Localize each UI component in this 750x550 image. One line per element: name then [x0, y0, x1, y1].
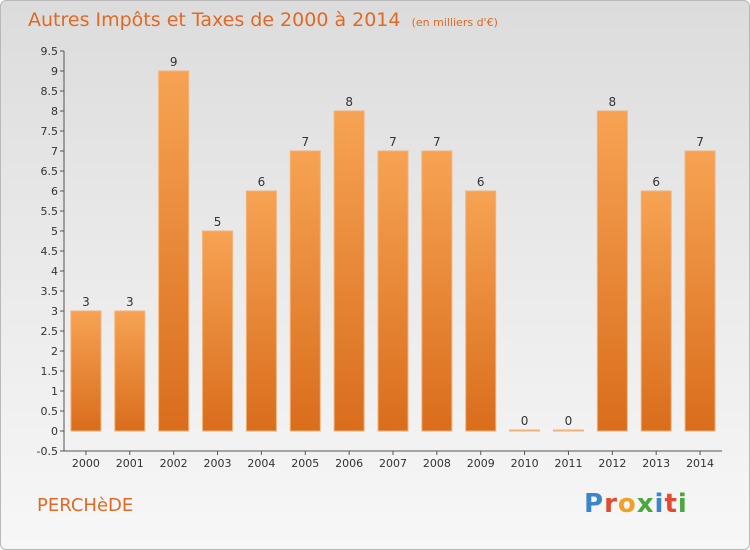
bar-2014: [684, 150, 716, 432]
title-text: Autres Impôts et Taxes de 2000 à 2014: [28, 9, 401, 31]
bar-value-label: 6: [477, 175, 485, 189]
bar-value-label: 7: [696, 135, 704, 149]
y-tick-label: 3.5: [41, 285, 59, 298]
x-tick-label: 2014: [686, 457, 714, 470]
bar-2002: [158, 70, 190, 432]
bar-value-label: 0: [521, 414, 529, 428]
logo-letter: o: [617, 489, 637, 519]
bar-value-label: 7: [433, 135, 441, 149]
chart-labels: 3 3 9 5 6 7 8 7 7 6 0 0 8 6 7: [82, 55, 704, 428]
bar-value-label: 6: [258, 175, 266, 189]
x-tick-label: 2003: [204, 457, 232, 470]
y-tick-label: 6: [51, 185, 58, 198]
bar-value-label: 7: [389, 135, 397, 149]
x-tick-label: 2006: [335, 457, 363, 470]
bar-2000: [70, 310, 102, 432]
logo-letter: P: [584, 489, 605, 519]
logo-letter: i: [677, 489, 688, 519]
bar-value-label: 8: [609, 95, 617, 109]
bar-2013: [640, 190, 672, 432]
bar-2008: [421, 150, 453, 432]
x-tick-label: 2002: [160, 457, 188, 470]
y-tick-label: 1.5: [41, 365, 59, 378]
bar-value-label: 6: [652, 175, 660, 189]
y-tick-label: 8.5: [41, 85, 59, 98]
y-tick-label: 4: [51, 265, 58, 278]
bar-value-label: 7: [301, 135, 309, 149]
bar-2007: [377, 150, 409, 432]
bar-2011: [552, 429, 584, 432]
bar-value-label: 3: [126, 295, 134, 309]
bar-2006: [333, 110, 365, 432]
y-tick-label: 2: [51, 345, 58, 358]
y-tick-label: 3: [51, 305, 58, 318]
x-tick-label: 2008: [423, 457, 451, 470]
bar-value-label: 3: [82, 295, 90, 309]
y-tick-label: 6.5: [41, 165, 59, 178]
y-tick-label: 8: [51, 105, 58, 118]
y-tick-label: 7: [51, 145, 58, 158]
logo-letter: x: [636, 489, 655, 519]
y-tick-label: 4.5: [41, 245, 59, 258]
x-tick-label: 2009: [467, 457, 495, 470]
y-tick-label: 7.5: [41, 125, 59, 138]
x-tick-label: 2007: [379, 457, 407, 470]
bar-value-label: 5: [214, 215, 222, 229]
bar-2012: [596, 110, 628, 432]
x-tick-label: 2012: [598, 457, 626, 470]
y-tick-label: 5.5: [41, 205, 59, 218]
logo-letter: i: [654, 489, 665, 519]
x-tick-label: 2005: [291, 457, 319, 470]
unit-text: (en milliers d'€): [411, 16, 498, 29]
y-tick-label: 9.5: [41, 45, 59, 58]
logo-letter: t: [664, 489, 678, 519]
x-tick-label: 2010: [511, 457, 539, 470]
y-tick-label: 0: [51, 425, 58, 438]
bar-2003: [202, 230, 234, 432]
y-tick-label: 1: [51, 385, 58, 398]
y-tick-label: -0.5: [37, 445, 58, 458]
bar-2009: [465, 190, 497, 432]
x-tick-label: 2000: [72, 457, 100, 470]
bar-2010: [509, 429, 541, 432]
bar-2004: [245, 190, 277, 432]
bar-value-label: 8: [345, 95, 353, 109]
chart-title: Autres Impôts et Taxes de 2000 à 2014 (e…: [28, 9, 498, 31]
bar-2005: [289, 150, 321, 432]
x-tick-label: 2011: [554, 457, 582, 470]
chart-axes: -0.5 0 0.5 1 1.5 2 2.5 3 3.5 4 4.5 5 5.5 6 6.5 7 7.5 8 8.5…: [37, 45, 722, 470]
y-tick-label: 9: [51, 65, 58, 78]
bar-value-label: 0: [565, 414, 573, 428]
x-tick-label: 2013: [642, 457, 670, 470]
proxiti-logo: Proxiti: [584, 489, 688, 519]
y-tick-label: 2.5: [41, 325, 59, 338]
logo-letter: r: [604, 489, 618, 519]
y-tick-label: 5: [51, 225, 58, 238]
chart-bars: [70, 70, 716, 432]
bar-value-label: 9: [170, 55, 178, 69]
commune-name: PERCHèDE: [37, 495, 134, 516]
bar-2001: [114, 310, 146, 432]
y-tick-label: 0.5: [41, 405, 59, 418]
x-tick-label: 2004: [247, 457, 275, 470]
x-tick-label: 2001: [116, 457, 144, 470]
